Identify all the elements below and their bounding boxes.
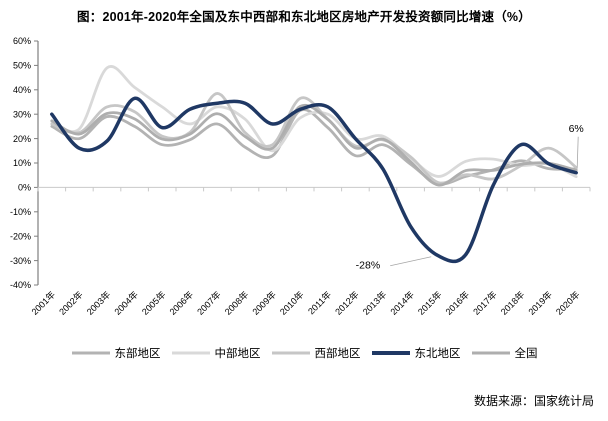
y-axis-tick-label: -40%: [10, 280, 31, 290]
series-line-central: [50, 65, 578, 179]
legend-label: 全国: [514, 348, 538, 360]
y-axis-tick-label: 10%: [13, 158, 31, 168]
y-axis-tick-label: -20%: [10, 231, 31, 241]
legend-label: 西部地区: [314, 348, 361, 360]
x-axis-tick-label: 2008年: [222, 289, 250, 317]
x-axis-tick-label: 2009年: [250, 289, 278, 317]
chart-legend: 东部地区 中部地区 西部地区 东北地区 全国: [0, 345, 608, 361]
x-axis-tick-label: 2004年: [112, 289, 140, 317]
series-line-national: [50, 103, 578, 187]
legend-line-swatch-national: [471, 351, 510, 355]
annotation-label: 6%: [569, 123, 584, 135]
y-axis-tick-label: -10%: [10, 207, 31, 217]
x-axis-tick-label: 2002年: [57, 289, 85, 317]
x-axis-tick-label: 2015年: [415, 289, 443, 317]
x-axis-tick-label: 2018年: [498, 289, 526, 317]
x-axis-tick-label: 2017年: [471, 289, 499, 317]
series-line-east: [50, 108, 578, 186]
legend-item-central: 中部地区: [171, 345, 261, 361]
legend-line-swatch-west: [271, 351, 310, 355]
x-axis-tick-label: 2003年: [84, 289, 112, 317]
x-axis-tick-label: 2011年: [305, 289, 333, 317]
x-axis-tick-label: 2013年: [360, 289, 388, 317]
data-source-note: 数据来源：国家统计局: [473, 394, 594, 408]
legend-line-swatch-east: [71, 351, 110, 355]
x-axis-tick-label: 2014年: [388, 289, 416, 317]
y-axis-tick-label: 0%: [18, 183, 31, 193]
x-axis-tick-label: 2007年: [195, 289, 223, 317]
legend-label: 东部地区: [114, 348, 161, 360]
legend-item-east: 东部地区: [71, 345, 161, 361]
x-axis-tick-label: 2010年: [277, 289, 305, 317]
legend-line-swatch-central: [171, 351, 210, 355]
y-axis-tick-label: 40%: [13, 85, 31, 95]
legend-item-northeast: 东北地区: [371, 345, 461, 361]
y-axis-tick-label: 60%: [13, 36, 31, 46]
y-axis-tick-label: 20%: [13, 134, 31, 144]
y-axis-tick-label: 30%: [13, 109, 31, 119]
y-axis-tick-label: 50%: [13, 61, 31, 71]
annotation-leader-line: [390, 256, 432, 267]
x-axis-tick-label: 2016年: [443, 289, 471, 317]
annotation-label: -28%: [356, 260, 381, 272]
legend-label: 东北地区: [414, 348, 461, 360]
x-axis-tick-label: 2006年: [167, 289, 195, 317]
x-axis-tick-label: 2019年: [526, 289, 554, 317]
chart-title: 图：2001年-2020年全国及东中西部和东北地区房地产开发投资额同比增速（%）: [77, 10, 531, 24]
series-line-northeast: [50, 96, 578, 264]
x-axis-tick-label: 2001年: [29, 289, 57, 317]
x-axis-tick-label: 2020年: [553, 289, 581, 317]
y-axis-tick-label: -30%: [10, 256, 31, 266]
x-axis-tick-label: 2012年: [333, 289, 361, 317]
annotation-leader-line: [576, 136, 579, 168]
legend-item-west: 西部地区: [271, 345, 361, 361]
x-axis-tick-label: 2005年: [139, 289, 167, 317]
line-chart-plot-area: 60% 50% 40% 30% 20% 10% 0% -10% -20% -30% -40%2001…: [10, 36, 591, 317]
legend-item-national: 全国: [471, 345, 538, 361]
legend-line-swatch-northeast: [371, 351, 410, 355]
legend-label: 中部地区: [214, 348, 261, 360]
